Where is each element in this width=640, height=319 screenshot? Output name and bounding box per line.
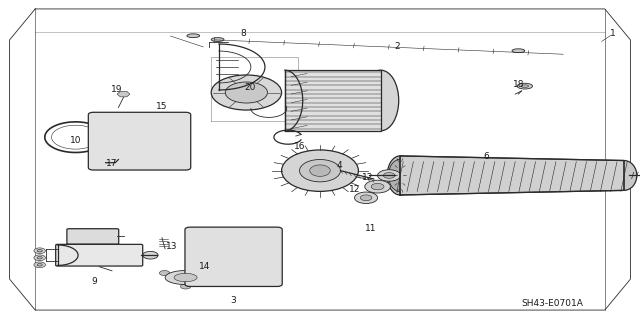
Ellipse shape: [388, 160, 412, 191]
Ellipse shape: [363, 70, 399, 131]
Ellipse shape: [225, 82, 268, 103]
Ellipse shape: [98, 116, 111, 123]
Text: 18: 18: [513, 80, 524, 89]
Ellipse shape: [168, 116, 181, 123]
Ellipse shape: [115, 156, 124, 161]
Text: 15: 15: [156, 102, 167, 111]
FancyBboxPatch shape: [88, 112, 191, 170]
Ellipse shape: [611, 160, 637, 190]
Text: 20: 20: [244, 83, 255, 92]
Ellipse shape: [187, 34, 200, 38]
Ellipse shape: [387, 156, 413, 195]
Ellipse shape: [98, 158, 111, 164]
Text: 14: 14: [199, 262, 211, 271]
Ellipse shape: [355, 192, 378, 204]
Ellipse shape: [101, 160, 108, 163]
Ellipse shape: [260, 231, 271, 236]
Polygon shape: [165, 271, 206, 285]
Text: SH43-E0701A: SH43-E0701A: [522, 299, 584, 308]
Ellipse shape: [37, 249, 42, 252]
Text: 4: 4: [337, 161, 342, 170]
Text: 6: 6: [484, 152, 489, 161]
FancyBboxPatch shape: [185, 227, 282, 286]
Ellipse shape: [172, 160, 178, 163]
Ellipse shape: [34, 262, 45, 268]
Ellipse shape: [360, 195, 372, 201]
Ellipse shape: [222, 249, 245, 261]
Ellipse shape: [202, 271, 212, 276]
Ellipse shape: [517, 83, 532, 89]
Ellipse shape: [383, 173, 395, 178]
Polygon shape: [117, 91, 130, 97]
Text: 8: 8: [241, 29, 246, 38]
Ellipse shape: [34, 248, 45, 254]
Ellipse shape: [102, 122, 177, 159]
Ellipse shape: [180, 284, 191, 289]
Text: 12: 12: [349, 185, 360, 194]
Ellipse shape: [172, 118, 178, 121]
Text: 16: 16: [294, 142, 305, 151]
Ellipse shape: [282, 150, 358, 191]
Ellipse shape: [159, 271, 170, 276]
Ellipse shape: [512, 49, 525, 53]
Ellipse shape: [200, 239, 267, 272]
Ellipse shape: [310, 165, 330, 176]
Ellipse shape: [371, 183, 384, 190]
Text: 12: 12: [362, 173, 373, 182]
Ellipse shape: [168, 158, 181, 164]
Ellipse shape: [300, 160, 340, 182]
Ellipse shape: [211, 244, 256, 266]
Text: 3: 3: [231, 296, 236, 305]
Text: 17: 17: [106, 159, 118, 168]
Text: 9: 9: [92, 277, 97, 286]
FancyBboxPatch shape: [67, 229, 119, 244]
FancyBboxPatch shape: [56, 244, 143, 266]
Text: 13: 13: [166, 242, 177, 251]
Ellipse shape: [260, 274, 271, 280]
Ellipse shape: [101, 118, 108, 121]
Ellipse shape: [211, 38, 224, 41]
Ellipse shape: [37, 256, 42, 259]
Ellipse shape: [378, 170, 401, 181]
Text: 19: 19: [111, 85, 123, 94]
Text: 2: 2: [394, 42, 399, 51]
Ellipse shape: [34, 255, 45, 261]
Ellipse shape: [521, 85, 529, 87]
Ellipse shape: [211, 75, 282, 110]
Polygon shape: [285, 70, 381, 131]
Polygon shape: [400, 156, 624, 195]
Ellipse shape: [113, 127, 166, 154]
Ellipse shape: [196, 274, 207, 280]
Text: 10: 10: [70, 137, 81, 145]
Ellipse shape: [143, 251, 158, 259]
Text: 1: 1: [611, 29, 616, 38]
Ellipse shape: [125, 133, 154, 147]
Polygon shape: [174, 273, 197, 282]
Ellipse shape: [196, 231, 207, 236]
Ellipse shape: [37, 263, 42, 266]
Ellipse shape: [365, 180, 390, 193]
Text: 11: 11: [365, 224, 377, 233]
